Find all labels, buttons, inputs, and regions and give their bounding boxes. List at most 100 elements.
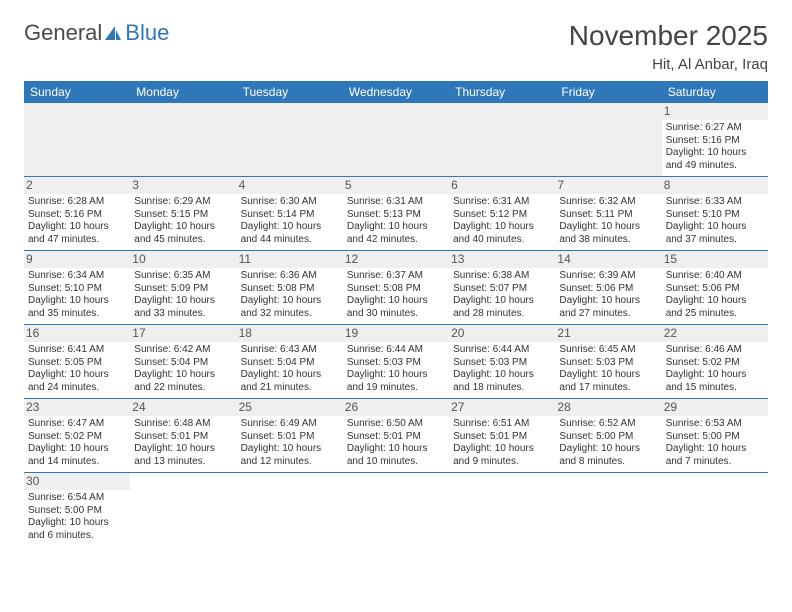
sunrise-text: Sunrise: 6:28 AM — [28, 196, 126, 209]
sunset-text: Sunset: 5:01 PM — [453, 431, 551, 444]
day-cell: 20Sunrise: 6:44 AMSunset: 5:03 PMDayligh… — [449, 325, 555, 399]
day2-text: and 47 minutes. — [28, 234, 126, 247]
day1-text: Daylight: 10 hours — [134, 369, 232, 382]
sunset-text: Sunset: 5:10 PM — [666, 209, 764, 222]
sunset-text: Sunset: 5:01 PM — [134, 431, 232, 444]
day-number: 14 — [555, 251, 661, 268]
day-cell: 4Sunrise: 6:30 AMSunset: 5:14 PMDaylight… — [237, 177, 343, 251]
day1-text: Daylight: 10 hours — [453, 443, 551, 456]
sunrise-text: Sunrise: 6:48 AM — [134, 418, 232, 431]
day-number: 10 — [130, 251, 236, 268]
sunrise-text: Sunrise: 6:31 AM — [453, 196, 551, 209]
sunset-text: Sunset: 5:06 PM — [666, 283, 764, 296]
day-number: 7 — [555, 177, 661, 194]
sunrise-text: Sunrise: 6:31 AM — [347, 196, 445, 209]
sunrise-text: Sunrise: 6:44 AM — [347, 344, 445, 357]
sunrise-text: Sunrise: 6:52 AM — [559, 418, 657, 431]
day-cell: 21Sunrise: 6:45 AMSunset: 5:03 PMDayligh… — [555, 325, 661, 399]
day1-text: Daylight: 10 hours — [347, 295, 445, 308]
day-number: 9 — [24, 251, 130, 268]
empty-cell — [130, 103, 236, 177]
day1-text: Daylight: 10 hours — [453, 221, 551, 234]
empty-cell — [24, 103, 130, 177]
sunset-text: Sunset: 5:00 PM — [666, 431, 764, 444]
calendar-table: SundayMondayTuesdayWednesdayThursdayFrid… — [24, 81, 768, 546]
day-number: 23 — [24, 399, 130, 416]
day2-text: and 40 minutes. — [453, 234, 551, 247]
sail-icon — [103, 24, 123, 42]
day-number: 21 — [555, 325, 661, 342]
day1-text: Daylight: 10 hours — [666, 147, 764, 160]
sunrise-text: Sunrise: 6:50 AM — [347, 418, 445, 431]
day-number: 22 — [662, 325, 768, 342]
day-number: 26 — [343, 399, 449, 416]
day1-text: Daylight: 10 hours — [28, 221, 126, 234]
day1-text: Daylight: 10 hours — [559, 443, 657, 456]
day1-text: Daylight: 10 hours — [347, 369, 445, 382]
day1-text: Daylight: 10 hours — [28, 517, 126, 530]
day-cell: 5Sunrise: 6:31 AMSunset: 5:13 PMDaylight… — [343, 177, 449, 251]
empty-cell — [343, 473, 449, 547]
sunset-text: Sunset: 5:02 PM — [28, 431, 126, 444]
day-number: 29 — [662, 399, 768, 416]
weekday-header: Sunday — [24, 81, 130, 103]
day2-text: and 42 minutes. — [347, 234, 445, 247]
day-number: 16 — [24, 325, 130, 342]
day-cell: 15Sunrise: 6:40 AMSunset: 5:06 PMDayligh… — [662, 251, 768, 325]
sunrise-text: Sunrise: 6:54 AM — [28, 492, 126, 505]
day-number: 20 — [449, 325, 555, 342]
weekday-header-row: SundayMondayTuesdayWednesdayThursdayFrid… — [24, 81, 768, 103]
day1-text: Daylight: 10 hours — [134, 443, 232, 456]
day-number: 18 — [237, 325, 343, 342]
sunset-text: Sunset: 5:15 PM — [134, 209, 232, 222]
empty-cell — [555, 473, 661, 547]
sunrise-text: Sunrise: 6:37 AM — [347, 270, 445, 283]
day2-text: and 12 minutes. — [241, 456, 339, 469]
day2-text: and 9 minutes. — [453, 456, 551, 469]
empty-cell — [555, 103, 661, 177]
calendar-row: 2Sunrise: 6:28 AMSunset: 5:16 PMDaylight… — [24, 177, 768, 251]
brand-logo: General Blue — [24, 20, 169, 46]
sunset-text: Sunset: 5:03 PM — [453, 357, 551, 370]
sunset-text: Sunset: 5:07 PM — [453, 283, 551, 296]
day-cell: 1Sunrise: 6:27 AMSunset: 5:16 PMDaylight… — [662, 103, 768, 177]
day-cell: 30Sunrise: 6:54 AMSunset: 5:00 PMDayligh… — [24, 473, 130, 547]
weekday-header: Thursday — [449, 81, 555, 103]
day1-text: Daylight: 10 hours — [666, 295, 764, 308]
sunset-text: Sunset: 5:06 PM — [559, 283, 657, 296]
day2-text: and 10 minutes. — [347, 456, 445, 469]
calendar-row: 30Sunrise: 6:54 AMSunset: 5:00 PMDayligh… — [24, 473, 768, 547]
day1-text: Daylight: 10 hours — [134, 221, 232, 234]
day-cell: 19Sunrise: 6:44 AMSunset: 5:03 PMDayligh… — [343, 325, 449, 399]
day-number: 19 — [343, 325, 449, 342]
day2-text: and 15 minutes. — [666, 382, 764, 395]
sunrise-text: Sunrise: 6:49 AM — [241, 418, 339, 431]
calendar-row: 16Sunrise: 6:41 AMSunset: 5:05 PMDayligh… — [24, 325, 768, 399]
sunset-text: Sunset: 5:02 PM — [666, 357, 764, 370]
location-text: Hit, Al Anbar, Iraq — [24, 56, 768, 73]
day1-text: Daylight: 10 hours — [241, 443, 339, 456]
sunset-text: Sunset: 5:03 PM — [559, 357, 657, 370]
day-cell: 9Sunrise: 6:34 AMSunset: 5:10 PMDaylight… — [24, 251, 130, 325]
day-cell: 28Sunrise: 6:52 AMSunset: 5:00 PMDayligh… — [555, 399, 661, 473]
day1-text: Daylight: 10 hours — [28, 443, 126, 456]
day2-text: and 18 minutes. — [453, 382, 551, 395]
day-cell: 25Sunrise: 6:49 AMSunset: 5:01 PMDayligh… — [237, 399, 343, 473]
day-cell: 16Sunrise: 6:41 AMSunset: 5:05 PMDayligh… — [24, 325, 130, 399]
day-number: 4 — [237, 177, 343, 194]
day2-text: and 33 minutes. — [134, 308, 232, 321]
day1-text: Daylight: 10 hours — [28, 369, 126, 382]
day-cell: 18Sunrise: 6:43 AMSunset: 5:04 PMDayligh… — [237, 325, 343, 399]
day1-text: Daylight: 10 hours — [453, 295, 551, 308]
calendar-body: 1Sunrise: 6:27 AMSunset: 5:16 PMDaylight… — [24, 103, 768, 546]
day-number: 2 — [24, 177, 130, 194]
weekday-header: Friday — [555, 81, 661, 103]
day-cell: 14Sunrise: 6:39 AMSunset: 5:06 PMDayligh… — [555, 251, 661, 325]
sunrise-text: Sunrise: 6:41 AM — [28, 344, 126, 357]
day1-text: Daylight: 10 hours — [666, 443, 764, 456]
sunset-text: Sunset: 5:14 PM — [241, 209, 339, 222]
day1-text: Daylight: 10 hours — [134, 295, 232, 308]
day2-text: and 25 minutes. — [666, 308, 764, 321]
day-number: 1 — [662, 103, 768, 120]
day1-text: Daylight: 10 hours — [666, 369, 764, 382]
